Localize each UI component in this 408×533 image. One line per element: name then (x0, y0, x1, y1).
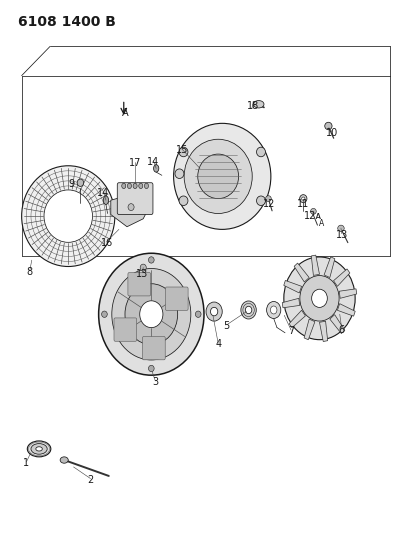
Polygon shape (284, 280, 302, 293)
Ellipse shape (44, 190, 93, 243)
Ellipse shape (284, 257, 355, 340)
Ellipse shape (206, 302, 222, 321)
Text: A: A (319, 219, 324, 228)
Ellipse shape (139, 183, 143, 189)
Ellipse shape (103, 196, 109, 205)
FancyBboxPatch shape (142, 336, 165, 360)
Text: 15: 15 (175, 145, 188, 155)
Ellipse shape (299, 195, 307, 203)
Polygon shape (304, 319, 315, 340)
Ellipse shape (102, 311, 107, 317)
Ellipse shape (312, 289, 327, 308)
Polygon shape (334, 269, 350, 286)
Text: 5: 5 (224, 321, 230, 331)
Ellipse shape (99, 253, 204, 375)
Ellipse shape (127, 183, 131, 189)
Ellipse shape (266, 302, 281, 318)
Polygon shape (339, 289, 357, 298)
Ellipse shape (60, 457, 68, 463)
FancyBboxPatch shape (128, 272, 151, 296)
Ellipse shape (310, 208, 316, 214)
Polygon shape (319, 321, 328, 342)
Text: 12: 12 (263, 199, 275, 209)
Ellipse shape (122, 183, 126, 189)
Text: 12ᴀ: 12ᴀ (304, 211, 322, 221)
Ellipse shape (257, 196, 266, 206)
Polygon shape (294, 263, 309, 282)
Polygon shape (289, 310, 306, 328)
Text: 6108 1400 B: 6108 1400 B (18, 14, 115, 29)
Polygon shape (324, 257, 335, 278)
Ellipse shape (125, 284, 177, 345)
Ellipse shape (241, 301, 256, 319)
Text: 6: 6 (339, 325, 345, 335)
Text: 13: 13 (136, 270, 149, 279)
Ellipse shape (245, 306, 252, 314)
Ellipse shape (271, 306, 277, 314)
Text: 10: 10 (326, 128, 338, 138)
Ellipse shape (211, 308, 218, 316)
Ellipse shape (36, 447, 42, 451)
Ellipse shape (27, 441, 51, 457)
Ellipse shape (302, 197, 305, 200)
Ellipse shape (144, 183, 149, 189)
Text: 13: 13 (336, 230, 348, 240)
Ellipse shape (175, 169, 184, 179)
Ellipse shape (128, 204, 134, 211)
Text: 1: 1 (23, 458, 29, 467)
Ellipse shape (338, 225, 344, 231)
Ellipse shape (184, 139, 252, 214)
Text: 2: 2 (87, 475, 94, 484)
Ellipse shape (77, 179, 84, 187)
Ellipse shape (22, 166, 115, 266)
Ellipse shape (198, 154, 239, 199)
Ellipse shape (149, 257, 154, 263)
Ellipse shape (133, 183, 137, 189)
FancyBboxPatch shape (114, 318, 137, 341)
Ellipse shape (179, 196, 188, 206)
Polygon shape (311, 255, 319, 276)
Text: A: A (122, 108, 128, 118)
Polygon shape (111, 192, 151, 227)
Polygon shape (337, 304, 355, 316)
FancyBboxPatch shape (165, 287, 188, 310)
Text: 11: 11 (297, 199, 309, 209)
Ellipse shape (31, 443, 47, 454)
Ellipse shape (174, 123, 271, 229)
Ellipse shape (195, 311, 201, 317)
FancyBboxPatch shape (117, 183, 153, 215)
Ellipse shape (257, 147, 266, 157)
Text: 9: 9 (68, 179, 74, 189)
Text: 14: 14 (98, 188, 110, 198)
Text: 16: 16 (101, 238, 113, 248)
Text: 17: 17 (129, 158, 141, 168)
Ellipse shape (325, 122, 332, 130)
Text: 4: 4 (215, 340, 221, 350)
Ellipse shape (153, 165, 159, 172)
Ellipse shape (149, 365, 154, 372)
Ellipse shape (140, 264, 146, 271)
Polygon shape (330, 314, 345, 334)
Ellipse shape (112, 269, 191, 360)
Polygon shape (282, 298, 300, 308)
Text: 3: 3 (152, 377, 158, 387)
Text: 14: 14 (147, 157, 160, 166)
Text: 8: 8 (27, 267, 33, 277)
Ellipse shape (253, 101, 264, 108)
Ellipse shape (179, 147, 188, 157)
Ellipse shape (300, 276, 339, 321)
Text: 7: 7 (288, 326, 294, 336)
Ellipse shape (266, 196, 271, 201)
Text: 18: 18 (246, 101, 259, 111)
Ellipse shape (140, 301, 163, 328)
